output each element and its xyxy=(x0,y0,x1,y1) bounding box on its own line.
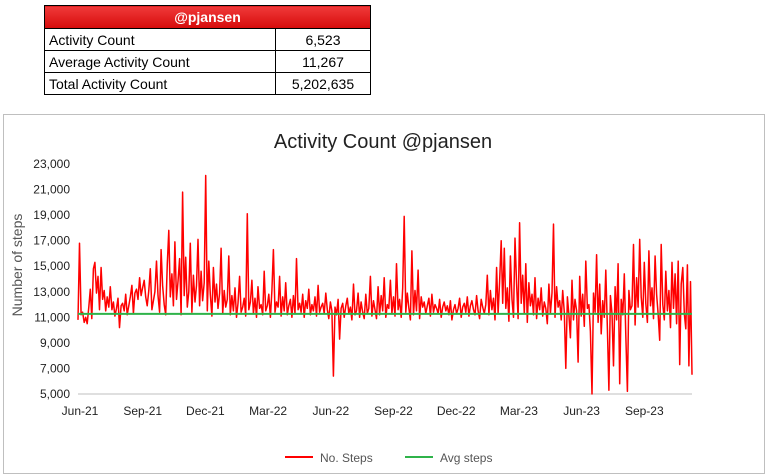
table-row: Total Activity Count 5,202,635 xyxy=(44,72,371,95)
y-tick-label: 5,000 xyxy=(40,387,70,401)
y-tick-label: 21,000 xyxy=(33,183,70,197)
legend: No. Steps Avg steps xyxy=(285,451,492,465)
y-axis: 5,000 7,000 9,000 11,000 13,000 15,000 17,000 1… xyxy=(33,157,70,401)
summary-table: @pjansen Activity Count 6,523 Average Ac… xyxy=(44,5,371,95)
x-tick-label: Dec-22 xyxy=(437,404,476,418)
legend-label-steps: No. Steps xyxy=(320,451,373,465)
x-tick-label: Mar-22 xyxy=(249,404,287,418)
summary-header: @pjansen xyxy=(44,5,371,29)
y-axis-label: Number of steps xyxy=(9,214,25,317)
y-tick-label: 11,000 xyxy=(34,310,70,324)
plot-area xyxy=(77,174,693,395)
y-tick-label: 13,000 xyxy=(33,285,70,299)
row-value: 5,202,635 xyxy=(275,72,371,95)
series-line-steps xyxy=(77,174,693,395)
table-row: Activity Count 6,523 xyxy=(44,28,371,51)
x-tick-label: Jun-21 xyxy=(62,404,99,418)
x-tick-label: Sep-22 xyxy=(374,404,413,418)
y-tick-label: 19,000 xyxy=(33,208,70,222)
chart-title: Activity Count @pjansen xyxy=(274,131,492,153)
x-tick-label: Sep-21 xyxy=(123,404,162,418)
x-tick-label: Jun-23 xyxy=(563,404,600,418)
y-tick-label: 15,000 xyxy=(33,259,70,273)
x-tick-label: Jun-22 xyxy=(312,404,349,418)
y-tick-label: 23,000 xyxy=(33,157,70,171)
x-axis: Jun-21 Sep-21 Dec-21 Mar-22 Jun-22 Sep-22 Dec-… xyxy=(62,393,692,418)
y-tick-label: 9,000 xyxy=(40,336,70,350)
legend-label-avg: Avg steps xyxy=(440,451,492,465)
row-value: 11,267 xyxy=(275,50,371,73)
y-tick-label: 7,000 xyxy=(40,361,70,375)
y-tick-label: 17,000 xyxy=(33,234,70,248)
x-tick-label: Mar-23 xyxy=(500,404,538,418)
table-row: Average Activity Count 11,267 xyxy=(44,50,371,73)
x-tick-label: Sep-23 xyxy=(625,404,664,418)
row-label: Total Activity Count xyxy=(44,72,276,95)
x-tick-label: Dec-21 xyxy=(186,404,225,418)
